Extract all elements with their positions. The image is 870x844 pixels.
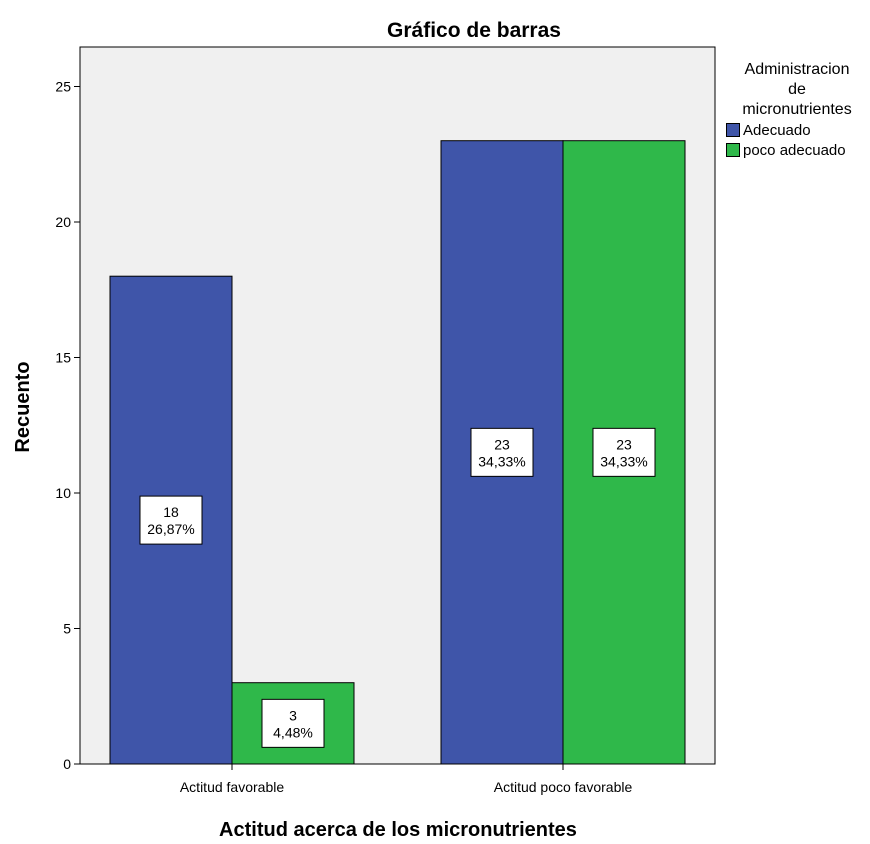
data-label-count: 23 <box>494 436 510 452</box>
legend-title: Administracion de micronutrientes <box>726 60 868 120</box>
x-tick-label: Actitud favorable <box>180 779 284 795</box>
data-label-box <box>139 495 203 545</box>
legend-item-poco-adecuado: poco adecuado <box>726 140 868 160</box>
data-label-percent: 34,33% <box>478 453 525 469</box>
legend-swatch <box>726 123 740 137</box>
data-label-percent: 4,48% <box>273 724 313 740</box>
x-axis-label: Actitud acerca de los micronutrientes <box>219 819 577 841</box>
data-label-count: 3 <box>289 707 297 723</box>
y-tick-label: 10 <box>55 485 71 501</box>
legend-swatch <box>726 143 740 157</box>
y-tick-label: 15 <box>55 350 71 366</box>
legend-title-line: micronutrientes <box>742 101 852 118</box>
y-axis-label: Recuento <box>12 361 34 452</box>
data-label-percent: 26,87% <box>147 521 194 537</box>
y-tick-label: 20 <box>55 214 71 230</box>
x-tick-label: Actitud poco favorable <box>494 779 633 795</box>
data-label-percent: 34,33% <box>600 453 647 469</box>
data-label-box <box>470 427 534 477</box>
chart-title: Gráfico de barras <box>387 19 561 42</box>
data-label-count: 18 <box>163 504 179 520</box>
data-label-box <box>261 698 325 748</box>
x-axis: Actitud favorable Actitud poco favorable <box>180 764 633 795</box>
data-label-count: 23 <box>616 436 632 452</box>
y-tick-label: 0 <box>63 756 71 772</box>
legend: Administracion de micronutrientes Adecua… <box>726 60 868 160</box>
y-tick-label: 5 <box>63 621 71 637</box>
legend-title-line: Administracion <box>744 61 850 78</box>
legend-label: poco adecuado <box>743 141 846 159</box>
y-axis: 0 5 10 15 20 25 <box>55 79 80 772</box>
y-tick-label: 25 <box>55 79 71 95</box>
legend-item-adecuado: Adecuado <box>726 120 868 140</box>
data-label-box <box>592 427 656 477</box>
legend-label: Adecuado <box>743 121 811 139</box>
legend-title-line: de <box>788 81 806 98</box>
